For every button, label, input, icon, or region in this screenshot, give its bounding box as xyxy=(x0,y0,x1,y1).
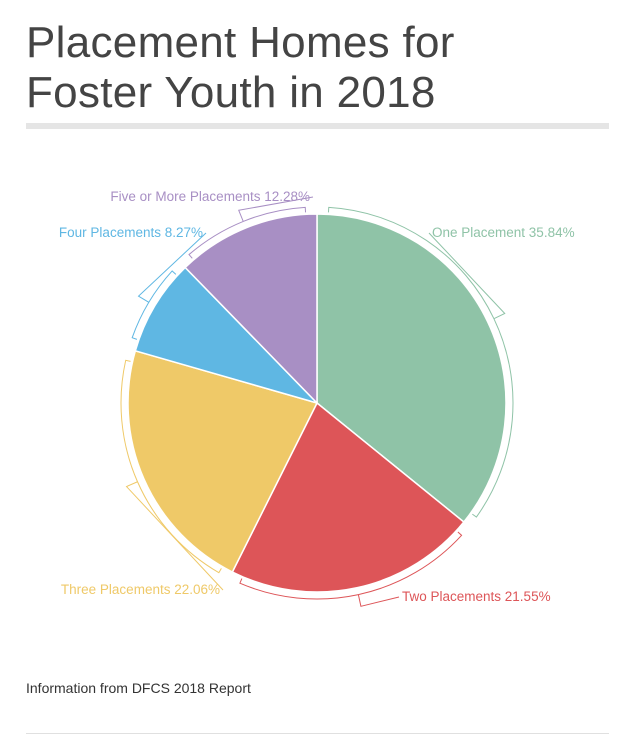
pie-slice-three-placements xyxy=(127,349,319,573)
slice-label-four-placements: Four Placements 8.27% xyxy=(59,225,203,240)
slice-label-two-placements: Two Placements 21.55% xyxy=(402,589,551,604)
chart-title: Placement Homes for Foster Youth in 2018 xyxy=(26,18,455,118)
slice-bracket-two-placements xyxy=(239,531,463,600)
source-note: Information from DFCS 2018 Report xyxy=(26,680,251,696)
slice-label-three-placements: Three Placements 22.06% xyxy=(61,582,220,597)
pie-slice-five-or-more-placements xyxy=(184,213,318,405)
leader-line-two-placements xyxy=(357,594,400,607)
pie-chart: One Placement 35.84% Two Placements 21.55… xyxy=(59,189,575,607)
pie-slice-two-placements xyxy=(231,401,465,593)
footer-divider xyxy=(26,733,609,734)
slice-bracket-four-placements xyxy=(131,270,177,340)
slice-bracket-five-or-more-placements xyxy=(188,206,307,259)
leader-line-five-or-more-placements xyxy=(238,196,314,222)
leader-line-three-placements xyxy=(125,481,224,591)
slice-bracket-one-placement xyxy=(327,206,514,518)
chart-title-line-1: Placement Homes for xyxy=(26,18,455,67)
slice-label-five-or-more-placements: Five or More Placements 12.28% xyxy=(110,189,310,204)
leader-line-one-placement xyxy=(428,232,506,320)
chart-title-line-2: Foster Youth in 2018 xyxy=(26,68,436,117)
pie-slice-one-placement xyxy=(316,213,507,524)
title-divider xyxy=(26,123,609,129)
leader-line-four-placements xyxy=(137,232,207,303)
pie-slice-four-placements xyxy=(134,266,320,405)
slice-label-one-placement: One Placement 35.84% xyxy=(432,225,575,240)
